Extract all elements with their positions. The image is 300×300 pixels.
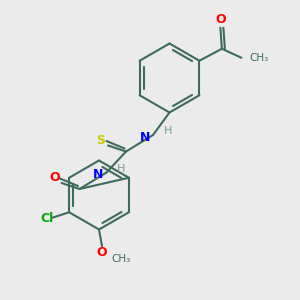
Text: H: H [117, 164, 125, 174]
Text: Cl: Cl [40, 212, 53, 225]
Text: N: N [93, 168, 104, 182]
Text: O: O [215, 13, 226, 26]
Text: N: N [140, 131, 150, 144]
Text: O: O [97, 245, 107, 259]
Text: O: O [49, 171, 60, 184]
Text: CH₃: CH₃ [111, 254, 130, 265]
Text: H: H [164, 126, 172, 136]
Text: S: S [97, 134, 106, 147]
Text: CH₃: CH₃ [249, 53, 268, 63]
